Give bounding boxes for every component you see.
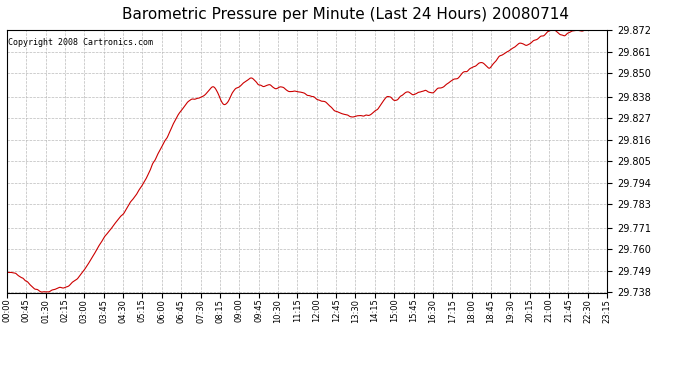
Text: Barometric Pressure per Minute (Last 24 Hours) 20080714: Barometric Pressure per Minute (Last 24 …	[121, 8, 569, 22]
Text: Copyright 2008 Cartronics.com: Copyright 2008 Cartronics.com	[8, 38, 153, 47]
